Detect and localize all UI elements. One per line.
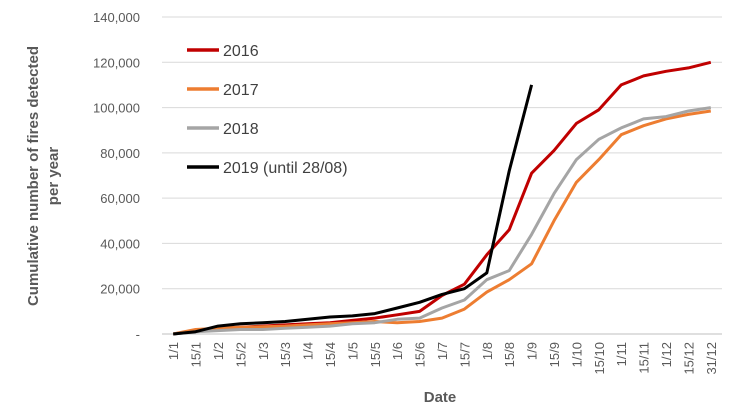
x-tick-label: 31/12 xyxy=(704,342,719,375)
x-tick-label: 1/12 xyxy=(659,342,674,367)
x-tick-label: 15/1 xyxy=(189,342,204,367)
x-tick-label: 15/5 xyxy=(368,342,383,367)
y-tick-label: 120,000 xyxy=(93,55,140,70)
x-tick-label: 1/4 xyxy=(301,342,316,360)
x-tick-label: 15/10 xyxy=(592,342,607,375)
x-tick-label: 1/11 xyxy=(614,342,629,366)
x-tick-label: 1/10 xyxy=(569,342,584,367)
x-tick-label: 15/2 xyxy=(233,342,248,367)
x-tick-label: 1/2 xyxy=(211,342,226,360)
legend-label: 2019 (until 28/08) xyxy=(223,160,348,177)
y-tick-label: 20,000 xyxy=(100,282,140,297)
y-tick-label: - xyxy=(136,327,140,342)
y-axis-title: Cumulative number of fires detected xyxy=(25,46,42,306)
series-line xyxy=(173,84,534,336)
series-line xyxy=(173,106,712,336)
x-tick-label: 1/1 xyxy=(166,342,181,360)
legend-label: 2018 xyxy=(223,121,259,138)
series-line xyxy=(172,109,712,336)
legend-label: 2017 xyxy=(223,82,259,99)
x-tick-label: 1/8 xyxy=(480,342,495,360)
y-tick-label: 60,000 xyxy=(100,191,140,206)
x-tick-label: 15/4 xyxy=(323,342,338,367)
x-tick-label: 15/12 xyxy=(681,342,696,375)
x-tick-label: 1/5 xyxy=(345,342,360,360)
y-tick-label: 100,000 xyxy=(93,101,140,116)
y-tick-label: 40,000 xyxy=(100,236,140,251)
x-tick-label: 1/9 xyxy=(525,342,540,360)
x-tick-label: 15/3 xyxy=(278,342,293,367)
x-tick-label: 1/3 xyxy=(256,342,271,360)
x-tick-label: 1/6 xyxy=(390,342,405,360)
x-tick-label: 15/7 xyxy=(457,342,472,367)
x-tick-label: 1/7 xyxy=(435,342,450,360)
y-tick-label: 140,000 xyxy=(93,10,140,25)
x-tick-label: 15/11 xyxy=(637,342,652,374)
y-tick-label: 80,000 xyxy=(100,146,140,161)
x-tick-label: 15/9 xyxy=(547,342,562,367)
x-tick-label: 15/8 xyxy=(502,342,517,367)
y-axis-title: per year xyxy=(45,147,62,206)
x-tick-label: 15/6 xyxy=(413,342,428,367)
legend-label: 2016 xyxy=(223,43,259,60)
x-axis-title: Date xyxy=(424,389,457,406)
